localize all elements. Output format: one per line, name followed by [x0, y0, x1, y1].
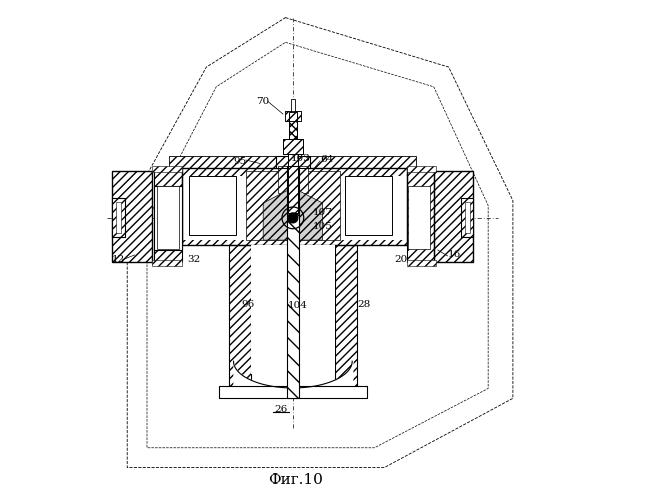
Text: 95: 95: [233, 156, 247, 166]
Text: 104: 104: [288, 301, 308, 310]
Bar: [407, 171, 434, 262]
Bar: [335, 245, 357, 388]
Bar: [461, 198, 473, 236]
Text: 96: 96: [241, 300, 254, 309]
Text: Фиг.10: Фиг.10: [268, 473, 323, 487]
Bar: [112, 171, 152, 262]
Bar: [283, 138, 303, 154]
Text: 103: 103: [291, 154, 310, 163]
Bar: [116, 202, 122, 232]
Bar: [276, 156, 310, 168]
Polygon shape: [246, 171, 287, 240]
Bar: [289, 112, 297, 138]
Bar: [285, 110, 301, 122]
Text: 12: 12: [111, 256, 125, 264]
Bar: [408, 186, 430, 249]
Bar: [218, 386, 367, 398]
Bar: [434, 171, 473, 262]
Circle shape: [288, 213, 298, 223]
Polygon shape: [299, 171, 340, 240]
Bar: [434, 171, 473, 262]
Bar: [465, 202, 470, 232]
Bar: [407, 171, 434, 262]
Bar: [288, 154, 298, 213]
Bar: [278, 166, 287, 193]
Bar: [155, 171, 181, 262]
Bar: [157, 186, 179, 249]
Polygon shape: [263, 190, 322, 240]
Text: 105: 105: [313, 222, 333, 231]
Bar: [181, 176, 407, 240]
Bar: [335, 245, 357, 388]
Text: 32: 32: [188, 256, 201, 264]
Bar: [181, 168, 407, 245]
Text: 28: 28: [357, 300, 370, 309]
Text: 64: 64: [320, 155, 333, 164]
Bar: [299, 166, 307, 193]
Text: 107: 107: [313, 208, 333, 218]
Bar: [407, 260, 436, 266]
Bar: [169, 156, 417, 168]
Text: 26: 26: [274, 404, 287, 413]
Bar: [155, 186, 181, 250]
Bar: [155, 171, 181, 262]
Text: 70: 70: [256, 97, 269, 106]
Bar: [285, 110, 301, 122]
Text: 16: 16: [448, 250, 461, 260]
Text: 20: 20: [394, 256, 408, 264]
Bar: [112, 171, 152, 262]
Bar: [344, 176, 392, 235]
Bar: [229, 245, 251, 388]
Bar: [283, 138, 303, 154]
Bar: [152, 166, 181, 172]
Bar: [251, 245, 335, 374]
Bar: [407, 166, 436, 172]
Bar: [287, 166, 299, 398]
Bar: [112, 198, 125, 236]
Bar: [288, 154, 298, 213]
Bar: [287, 166, 299, 398]
Bar: [291, 99, 295, 112]
Bar: [229, 245, 251, 388]
Bar: [289, 112, 297, 138]
Bar: [218, 386, 367, 398]
Bar: [152, 260, 181, 266]
Bar: [461, 198, 473, 236]
Bar: [189, 176, 236, 235]
Bar: [276, 156, 310, 168]
Bar: [181, 168, 407, 245]
Bar: [112, 198, 125, 236]
